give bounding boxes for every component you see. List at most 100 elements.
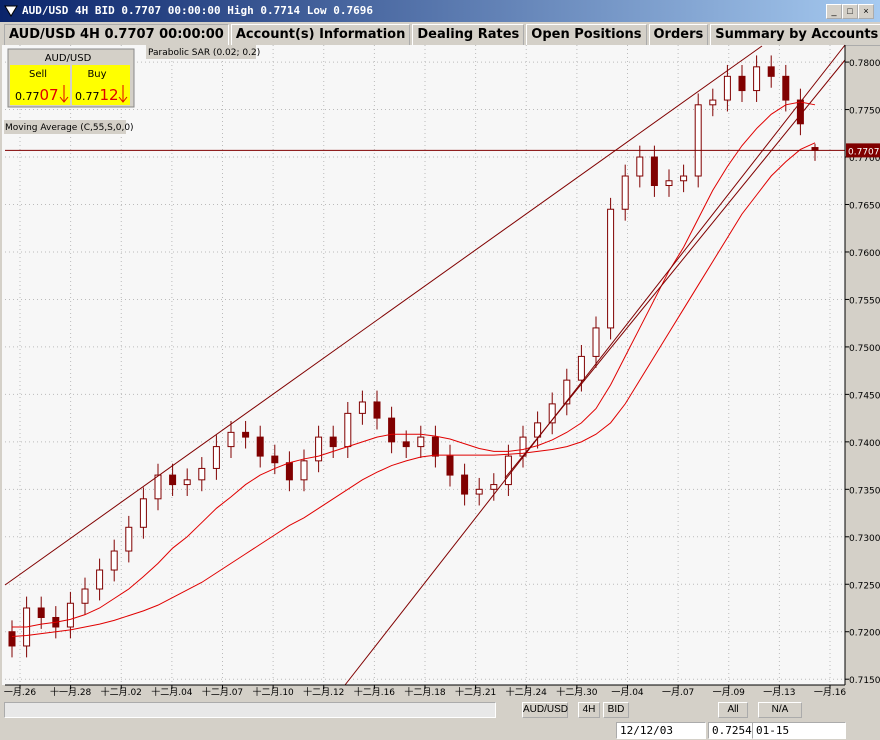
- sell-price: 0.7707: [15, 86, 59, 104]
- x-tick-label: 一月.16: [814, 687, 847, 698]
- candle-body: [446, 455, 454, 476]
- candle-body: [285, 462, 293, 481]
- candle-body: [198, 467, 206, 481]
- x-tick-label: 一月.09: [713, 687, 746, 698]
- current-price-box: [846, 143, 880, 158]
- tab[interactable]: AUD/USD 4H 0.7707 00:00:00: [4, 24, 229, 46]
- y-tick-label: 0.7300: [849, 534, 880, 544]
- price-prefix: 0.77: [75, 90, 100, 103]
- quote-panel: [7, 48, 135, 108]
- x-tick-label: 十一月.28: [50, 686, 92, 698]
- app-icon: [4, 5, 18, 17]
- candle-body: [475, 488, 483, 495]
- trend-line: [5, 45, 845, 618]
- x-tick-label: 十二月.12: [303, 686, 344, 698]
- candle-body: [256, 436, 264, 457]
- y-tick-label: 0.7400: [849, 439, 880, 449]
- x-tick-label: 一月.04: [611, 687, 644, 698]
- candle-body: [344, 412, 352, 448]
- candle-body: [96, 569, 104, 590]
- tab[interactable]: Summary by Accounts: [710, 24, 880, 46]
- candle-body: [782, 75, 790, 101]
- y-tick-label: 0.7150: [849, 676, 880, 686]
- candle-body: [417, 436, 425, 448]
- tab[interactable]: Orders: [648, 24, 709, 46]
- indicator-label-box: [146, 45, 256, 59]
- plot-area: [2, 45, 845, 685]
- candle-body: [169, 474, 177, 486]
- scrollbar[interactable]: [4, 702, 496, 718]
- candle-body: [388, 417, 396, 443]
- trend-line: [504, 59, 846, 479]
- toolbar-button[interactable]: N/A: [758, 702, 802, 718]
- candle-body: [650, 156, 658, 187]
- candle-body: [504, 455, 512, 486]
- sell-label: Sell: [29, 69, 47, 80]
- candle-body: [183, 479, 191, 486]
- toolbar-button[interactable]: 4H: [578, 702, 600, 718]
- status-field: 0.7254: [708, 722, 756, 739]
- candle-body: [738, 75, 746, 92]
- maximize-button[interactable]: □: [842, 4, 858, 19]
- candle-body: [723, 75, 731, 101]
- tab[interactable]: Dealing Rates: [412, 24, 525, 46]
- y-tick-label: 0.7600: [849, 249, 880, 259]
- x-tick-label: 十二月.02: [101, 686, 142, 698]
- y-tick-label: 0.7200: [849, 629, 880, 639]
- x-tick-label: 十二月.18: [404, 686, 446, 698]
- buy-box[interactable]: [72, 65, 130, 105]
- y-tick-label: 0.7750: [849, 107, 880, 117]
- candle-body: [796, 99, 804, 125]
- indicator-label: Moving Average (C,55,S,0,0): [5, 123, 134, 133]
- close-button[interactable]: ×: [858, 4, 874, 19]
- x-tick-label: 十二月.16: [354, 686, 396, 698]
- candle-body: [358, 401, 366, 414]
- candle-body: [271, 455, 279, 464]
- candle-body: [753, 66, 761, 92]
- sell-box[interactable]: [10, 65, 70, 105]
- moving-average: [12, 101, 816, 628]
- current-price-label: 0.7707: [848, 147, 880, 157]
- candle-body: [242, 431, 250, 438]
- minimize-button[interactable]: _: [826, 4, 842, 19]
- candle-body: [300, 460, 308, 481]
- candle-body: [8, 631, 16, 647]
- x-tick-label: 十二月.10: [252, 686, 294, 698]
- buy-price: 0.7712: [75, 86, 119, 104]
- candle-body: [315, 436, 323, 462]
- candle-body: [665, 180, 673, 187]
- candle-body: [329, 436, 337, 448]
- candle-body: [490, 484, 498, 490]
- y-tick-label: 0.7450: [849, 391, 880, 401]
- status-field: 12/12/03 20:00: [616, 722, 706, 740]
- y-tick-label: 0.7650: [849, 202, 880, 212]
- moving-average: [11, 142, 816, 637]
- buy-label: Buy: [87, 69, 106, 80]
- toolbar-button[interactable]: All: [718, 702, 748, 718]
- title-bar: AUD/USD 4H BID 0.7707 00:00:00 High 0.77…: [0, 0, 880, 22]
- x-tick-label: 十二月.07: [202, 686, 243, 698]
- x-tick-label: 十二月.21: [455, 686, 496, 698]
- candle-body: [621, 175, 629, 210]
- y-tick-label: 0.7550: [849, 296, 880, 306]
- down-arrow: [118, 85, 128, 103]
- candle-body: [402, 441, 410, 448]
- down-arrow: [59, 85, 69, 103]
- candle-body: [52, 616, 60, 628]
- indicator-label: Parabolic SAR (0.02; 0.2): [148, 48, 260, 58]
- y-tick-label: 0.7800: [849, 59, 880, 69]
- candle-body: [694, 104, 702, 177]
- candle-body: [125, 526, 133, 552]
- tab[interactable]: Account(s) Information: [230, 24, 411, 46]
- tab[interactable]: Open Positions: [526, 24, 647, 46]
- candle-body: [461, 474, 469, 495]
- candle-body: [66, 602, 74, 628]
- price-pips: 12: [100, 86, 119, 104]
- toolbar-button[interactable]: BID: [603, 702, 629, 718]
- candle-body: [227, 431, 235, 448]
- candle-body: [373, 401, 381, 419]
- price-prefix: 0.77: [15, 90, 40, 103]
- x-tick-label: 十二月.30: [556, 686, 598, 698]
- toolbar-button[interactable]: AUD/USD: [522, 702, 568, 718]
